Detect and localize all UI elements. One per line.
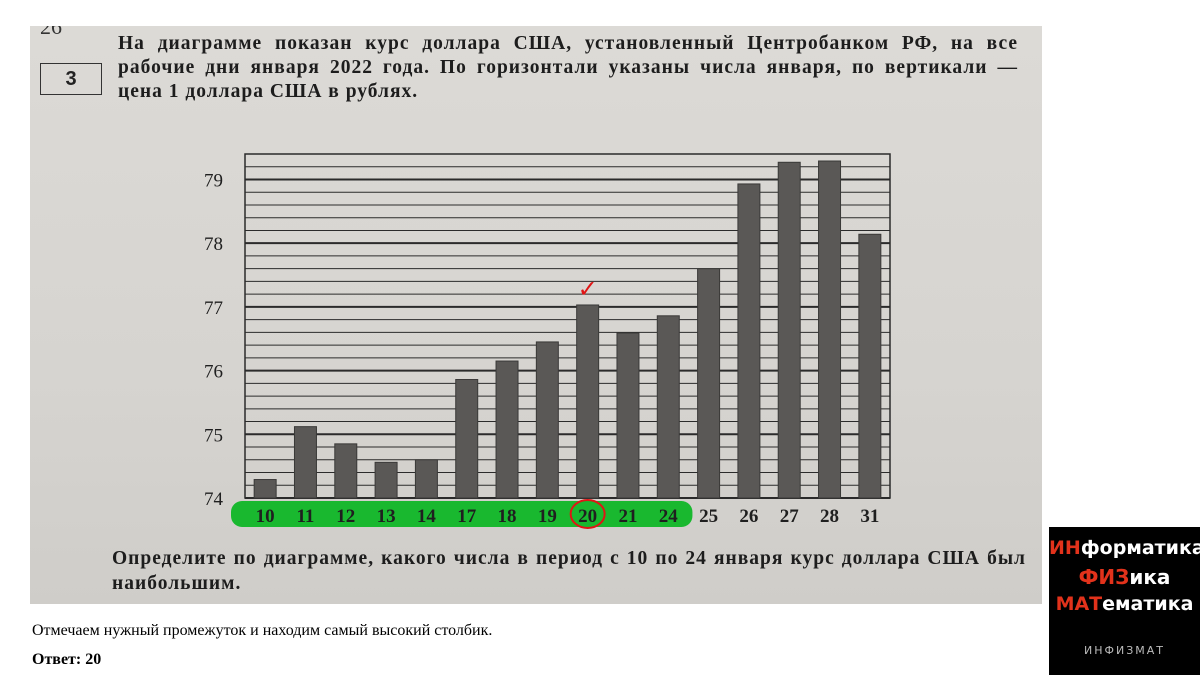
bars-layer [253, 160, 882, 499]
x-tick-label: 12 [336, 506, 355, 527]
x-tick-label: 27 [780, 506, 800, 527]
bar-12 [334, 443, 358, 499]
x-tick-label: 14 [417, 506, 437, 527]
textbook-photo: 26 3 На диаграмме показан курс доллара С… [30, 26, 1042, 604]
bar-13 [374, 461, 398, 499]
y-tick-label: 76 [204, 362, 223, 383]
x-tick-label: 28 [820, 506, 839, 527]
bar-28 [818, 160, 842, 499]
y-tick-label: 75 [204, 425, 223, 446]
y-tick-label: 79 [204, 170, 223, 191]
bar-25 [697, 268, 721, 499]
labels-layer: 74 75 76 77 78 79 10 11 12 13 14 17 18 19 20 21 24 25 26 27… [204, 170, 879, 527]
logo-line-fizika: ФИЗика [1078, 565, 1171, 589]
x-tick-label: 10 [256, 506, 275, 527]
task-number-box: 3 [40, 63, 102, 95]
y-tick-label: 78 [204, 234, 223, 255]
solution-note: Отмечаем нужный промежуток и находим сам… [32, 622, 493, 639]
x-tick-label: 25 [699, 506, 718, 527]
bar-chart: 74 75 76 77 78 79 10 11 12 13 14 17 18 19 20 21 24 25 26 27… [204, 153, 891, 529]
logo-wordmark: ИНФИЗМАТ [1084, 644, 1165, 657]
bar-11 [293, 426, 317, 499]
x-tick-label: 19 [538, 506, 557, 527]
bar-10 [253, 479, 277, 499]
x-tick-label: 20 [578, 506, 597, 527]
answer-circle [569, 499, 606, 529]
bar-14 [414, 459, 438, 499]
x-tick-label: 18 [498, 506, 517, 527]
x-tick-label: 17 [457, 506, 477, 527]
x-tick-label: 26 [739, 506, 758, 527]
x-tick-label: 24 [659, 506, 679, 527]
bar-26 [737, 183, 761, 499]
x-tick-label: 13 [377, 506, 396, 527]
bar-24 [656, 315, 680, 499]
logo-line-informatika: ИНформатика [1049, 537, 1200, 559]
infizmat-logo: ИНформатика ФИЗика МАТематика ИНФИЗМАТ [1049, 527, 1200, 675]
bar-27 [777, 161, 801, 499]
highlight-band [231, 501, 693, 527]
plot-frame [244, 153, 891, 499]
bar-20 [576, 304, 600, 499]
x-tick-label: 11 [296, 506, 314, 527]
question-text: Определите по диаграмме, какого числа в … [112, 548, 1026, 594]
answer-text: Ответ: 20 [32, 651, 102, 668]
page-number: 26 [40, 26, 62, 39]
y-tick-label: 77 [204, 298, 223, 319]
x-tick-label: 21 [618, 506, 637, 527]
y-tick-label: 74 [204, 489, 224, 510]
bar-19 [535, 341, 559, 499]
bar-17 [455, 379, 479, 499]
logo-line-matematika: МАТематика [1055, 593, 1194, 615]
bar-18 [495, 360, 519, 499]
green-highlight-layer [231, 501, 693, 527]
bar-31 [858, 233, 882, 499]
bar-21 [616, 332, 640, 499]
task-statement: На диаграмме показан курс доллара США, у… [118, 33, 1018, 102]
annotation-layer: ✓ [569, 275, 606, 529]
check-mark: ✓ [578, 275, 598, 303]
x-tick-label: 31 [860, 506, 879, 527]
